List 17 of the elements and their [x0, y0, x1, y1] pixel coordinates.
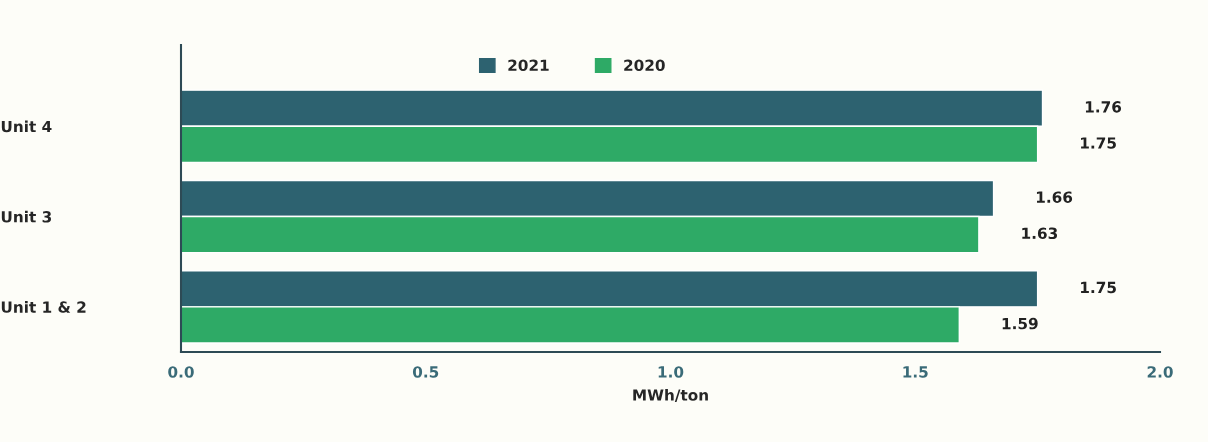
legend-label: 2020: [624, 59, 665, 72]
data-label: 1.63: [1022, 227, 1058, 240]
legend-label: 2021: [508, 59, 549, 72]
y-tick-label: Unit 3: [1, 210, 51, 223]
x-tick-label: 2.0: [1147, 366, 1173, 378]
data-label: 1.75: [1081, 281, 1116, 294]
x-tick-label: 0.5: [412, 366, 439, 378]
x-tick-label: 0.0: [168, 366, 194, 378]
x-axis-title: MWh/ton: [633, 389, 708, 403]
data-label: 1.76: [1085, 101, 1122, 113]
y-tick-label: Unit 1 & 2: [1, 301, 86, 313]
y-tick-label: Unit 4: [1, 120, 52, 133]
x-tick-label: 1.0: [658, 366, 684, 378]
data-label: 1.66: [1036, 191, 1073, 203]
data-label: 1.75: [1081, 137, 1116, 149]
data-label: 1.59: [1002, 317, 1038, 330]
x-tick-label: 1.5: [903, 366, 928, 378]
